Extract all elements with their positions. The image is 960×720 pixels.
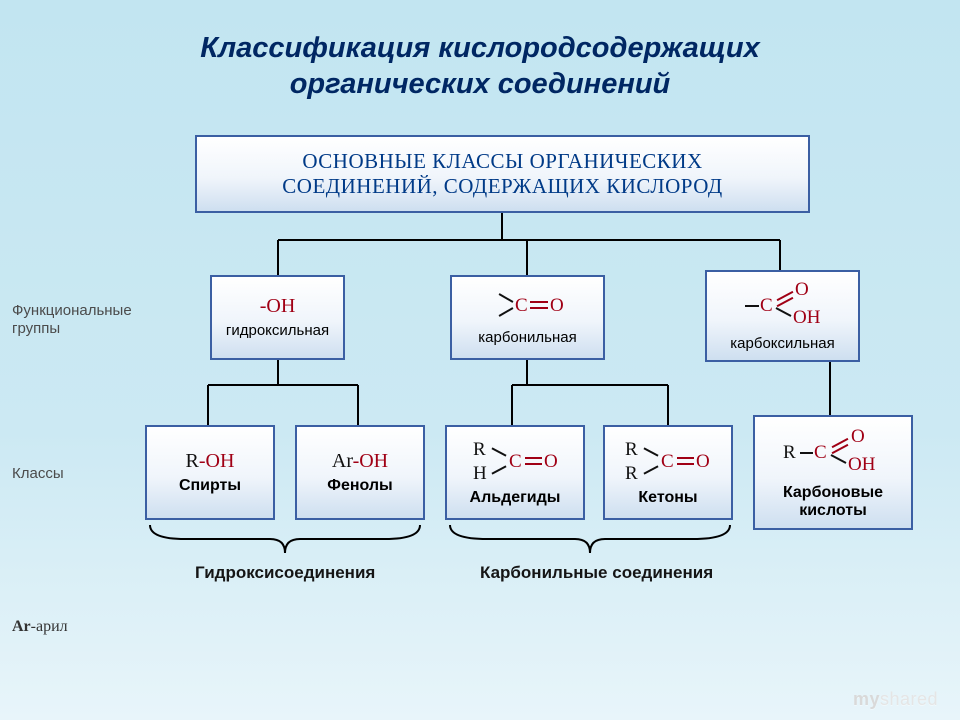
fg-carboxyl: C O OH карбоксильная (705, 270, 860, 362)
class-phenols-formula: Ar-OH (332, 451, 388, 471)
class-carboxylic-acids-caption: Карбоновыекислоты (783, 484, 883, 519)
class-ketones-caption: Кетоны (638, 489, 697, 507)
fg-hydroxyl: -OH гидроксильная (210, 275, 345, 360)
fg-carbonyl: C O карбонильная (450, 275, 605, 360)
fg-carboxyl-formula: C O OH (707, 281, 858, 329)
class-carboxylic-acids: R C O OH Карбоновыекислоты (753, 415, 913, 530)
top-box: ОСНОВНЫЕ КЛАССЫ ОРГАНИЧЕСКИХ СОЕДИНЕНИЙ,… (195, 135, 810, 213)
title-line-2: органических соединений (290, 68, 671, 100)
brace-carbonyl-label: Карбонильные соединения (480, 563, 713, 583)
brace-carbonyl (445, 525, 735, 565)
top-box-line-1: ОСНОВНЫЕ КЛАССЫ ОРГАНИЧЕСКИХ (302, 149, 702, 174)
fg-carbonyl-caption: карбонильная (478, 329, 577, 346)
row-label-classes: Классы (12, 465, 64, 483)
class-carboxylic-acids-formula: R C O OH (755, 426, 911, 478)
brace-hydroxy-label: Гидроксисоединения (195, 563, 375, 583)
fg-hydroxyl-caption: гидроксильная (226, 322, 329, 339)
fg-carbonyl-formula: C O (452, 289, 603, 323)
page-title: Классификация кислородсодержащих органич… (0, 30, 960, 103)
class-ketones-formula: R R C O (605, 439, 731, 483)
class-phenols-caption: Фенолы (327, 477, 392, 495)
fg-carboxyl-caption: карбоксильная (730, 335, 834, 352)
top-box-line-2: СОЕДИНЕНИЙ, СОДЕРЖАЩИХ КИСЛОРОД (282, 174, 722, 199)
title-line-1: Классификация кислородсодержащих (200, 32, 759, 64)
class-alcohols: R-OH Спирты (145, 425, 275, 520)
class-aldehydes-caption: Альдегиды (470, 489, 561, 507)
class-ketones: R R C O Кетоны (603, 425, 733, 520)
row-label-ar: Ar-арил (12, 618, 68, 636)
fg-hydroxyl-formula: -OH (260, 296, 296, 316)
brace-hydroxy (145, 525, 425, 565)
class-alcohols-formula: R-OH (186, 451, 235, 471)
class-phenols: Ar-OH Фенолы (295, 425, 425, 520)
watermark: myshared (853, 689, 938, 710)
class-alcohols-caption: Спирты (179, 477, 241, 495)
class-aldehydes: R H C O Альдегиды (445, 425, 585, 520)
class-aldehydes-formula: R H C O (447, 439, 583, 483)
row-label-functional-groups: Функциональныегруппы (12, 302, 132, 338)
